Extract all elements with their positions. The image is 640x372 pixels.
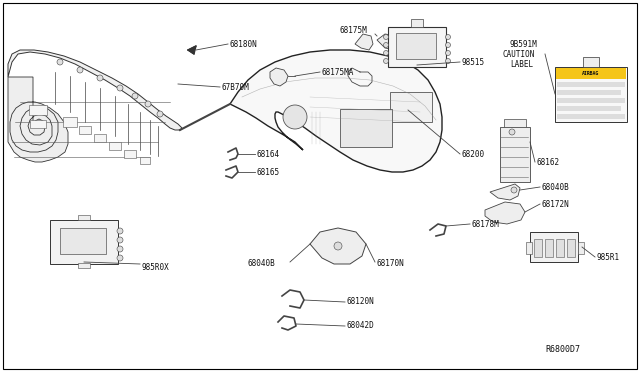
Text: 985R1: 985R1 xyxy=(597,253,620,262)
Circle shape xyxy=(445,58,451,64)
Circle shape xyxy=(445,42,451,48)
Bar xyxy=(50,220,118,264)
Text: 985R0X: 985R0X xyxy=(142,263,170,272)
Circle shape xyxy=(97,75,103,81)
Text: 68172N: 68172N xyxy=(542,199,570,208)
Text: 68200: 68200 xyxy=(462,150,485,158)
Bar xyxy=(557,114,625,119)
Bar xyxy=(526,242,532,254)
Bar xyxy=(500,127,530,182)
Text: 98515: 98515 xyxy=(462,58,485,67)
Text: LABEL: LABEL xyxy=(510,60,533,68)
Bar xyxy=(411,19,423,27)
Circle shape xyxy=(117,237,123,243)
Polygon shape xyxy=(8,77,68,162)
Text: 67B70M: 67B70M xyxy=(222,83,250,92)
Circle shape xyxy=(334,242,342,250)
Circle shape xyxy=(117,228,123,234)
Bar xyxy=(94,134,106,142)
Polygon shape xyxy=(310,228,366,264)
Bar xyxy=(555,67,627,122)
Bar xyxy=(388,27,446,67)
Bar xyxy=(534,239,542,257)
Bar xyxy=(530,232,578,262)
Bar xyxy=(79,126,91,134)
Circle shape xyxy=(132,93,138,99)
Polygon shape xyxy=(8,50,182,130)
Bar xyxy=(556,239,564,257)
Bar xyxy=(583,57,599,67)
Text: 68040B: 68040B xyxy=(248,260,276,269)
Bar xyxy=(557,106,621,111)
Text: 68120N: 68120N xyxy=(347,298,375,307)
Bar xyxy=(60,228,106,254)
Text: 68175M: 68175M xyxy=(340,26,368,35)
Bar xyxy=(29,105,47,115)
Bar xyxy=(124,150,136,158)
Bar xyxy=(390,92,432,122)
Bar xyxy=(567,239,575,257)
Bar xyxy=(78,215,90,220)
Polygon shape xyxy=(188,46,196,54)
Circle shape xyxy=(157,111,163,117)
Polygon shape xyxy=(230,50,442,172)
Text: CAUTION: CAUTION xyxy=(503,49,536,58)
Bar xyxy=(63,117,77,127)
Circle shape xyxy=(509,129,515,135)
Bar xyxy=(30,120,46,128)
Bar xyxy=(78,263,90,268)
Circle shape xyxy=(145,101,151,107)
Circle shape xyxy=(117,85,123,91)
Text: 68180N: 68180N xyxy=(230,39,258,48)
Circle shape xyxy=(445,51,451,55)
Circle shape xyxy=(117,246,123,252)
Circle shape xyxy=(445,35,451,39)
Bar xyxy=(396,33,436,59)
Circle shape xyxy=(383,51,388,55)
Text: 68164: 68164 xyxy=(257,150,280,158)
Circle shape xyxy=(57,59,63,65)
Polygon shape xyxy=(490,184,520,200)
Bar xyxy=(340,109,392,147)
Polygon shape xyxy=(270,68,288,86)
Circle shape xyxy=(77,67,83,73)
Circle shape xyxy=(383,58,388,64)
Bar xyxy=(504,119,526,127)
Circle shape xyxy=(511,187,517,193)
Circle shape xyxy=(117,255,123,261)
Text: 9B591M: 9B591M xyxy=(510,39,538,48)
Circle shape xyxy=(383,35,388,39)
Text: 68170N: 68170N xyxy=(377,260,404,269)
Bar xyxy=(557,98,625,103)
Text: R6800D7: R6800D7 xyxy=(545,346,580,355)
Text: AIRBAG: AIRBAG xyxy=(582,71,600,76)
Polygon shape xyxy=(485,202,525,224)
Text: 68175MA: 68175MA xyxy=(322,67,355,77)
Bar xyxy=(545,239,553,257)
Text: 68040B: 68040B xyxy=(542,183,570,192)
Text: 68042D: 68042D xyxy=(347,321,375,330)
Text: 68165: 68165 xyxy=(257,167,280,176)
Circle shape xyxy=(283,105,307,129)
Polygon shape xyxy=(377,34,401,50)
Bar xyxy=(557,82,625,87)
Bar xyxy=(109,142,121,150)
Bar xyxy=(556,68,626,79)
Text: 68178M: 68178M xyxy=(472,219,500,228)
Bar xyxy=(557,90,621,95)
Polygon shape xyxy=(355,34,373,50)
Circle shape xyxy=(383,42,388,48)
Bar xyxy=(578,242,584,254)
Bar xyxy=(140,157,150,164)
Text: 68162: 68162 xyxy=(537,157,560,167)
